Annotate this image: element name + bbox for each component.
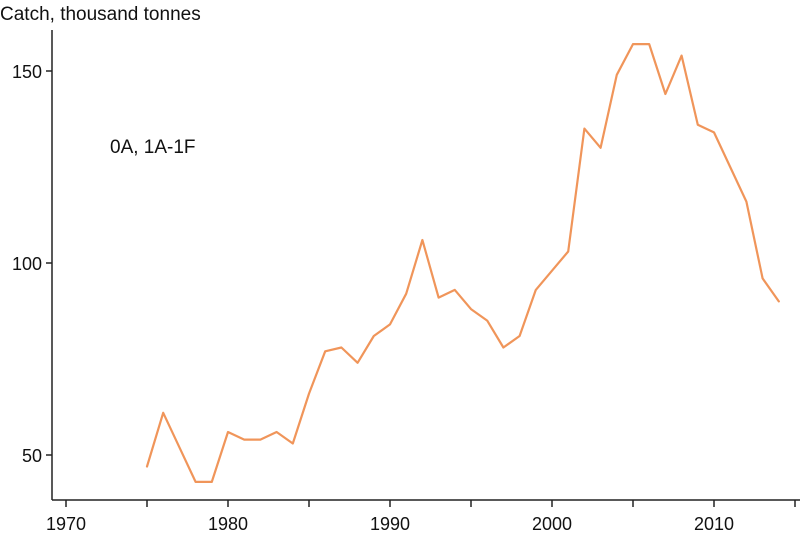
series-annotation: 0A, 1A-1F <box>110 137 196 158</box>
catch-series-line <box>145 43 780 483</box>
y-ticks: 50 100 150 <box>12 62 52 466</box>
x-tick-label: 1990 <box>370 514 410 534</box>
x-ticks: 1970 1980 1990 2000 2010 <box>46 500 796 534</box>
y-tick-label: 100 <box>12 254 42 274</box>
x-tick-label: 2010 <box>694 514 734 534</box>
x-tick-label: 1980 <box>208 514 248 534</box>
x-tick-label: 1970 <box>46 514 86 534</box>
y-axis-label: Catch, thousand tonnes <box>0 4 201 25</box>
y-tick-label: 50 <box>22 446 42 466</box>
x-tick-label: 2000 <box>532 514 572 534</box>
y-tick-label: 150 <box>12 62 42 82</box>
